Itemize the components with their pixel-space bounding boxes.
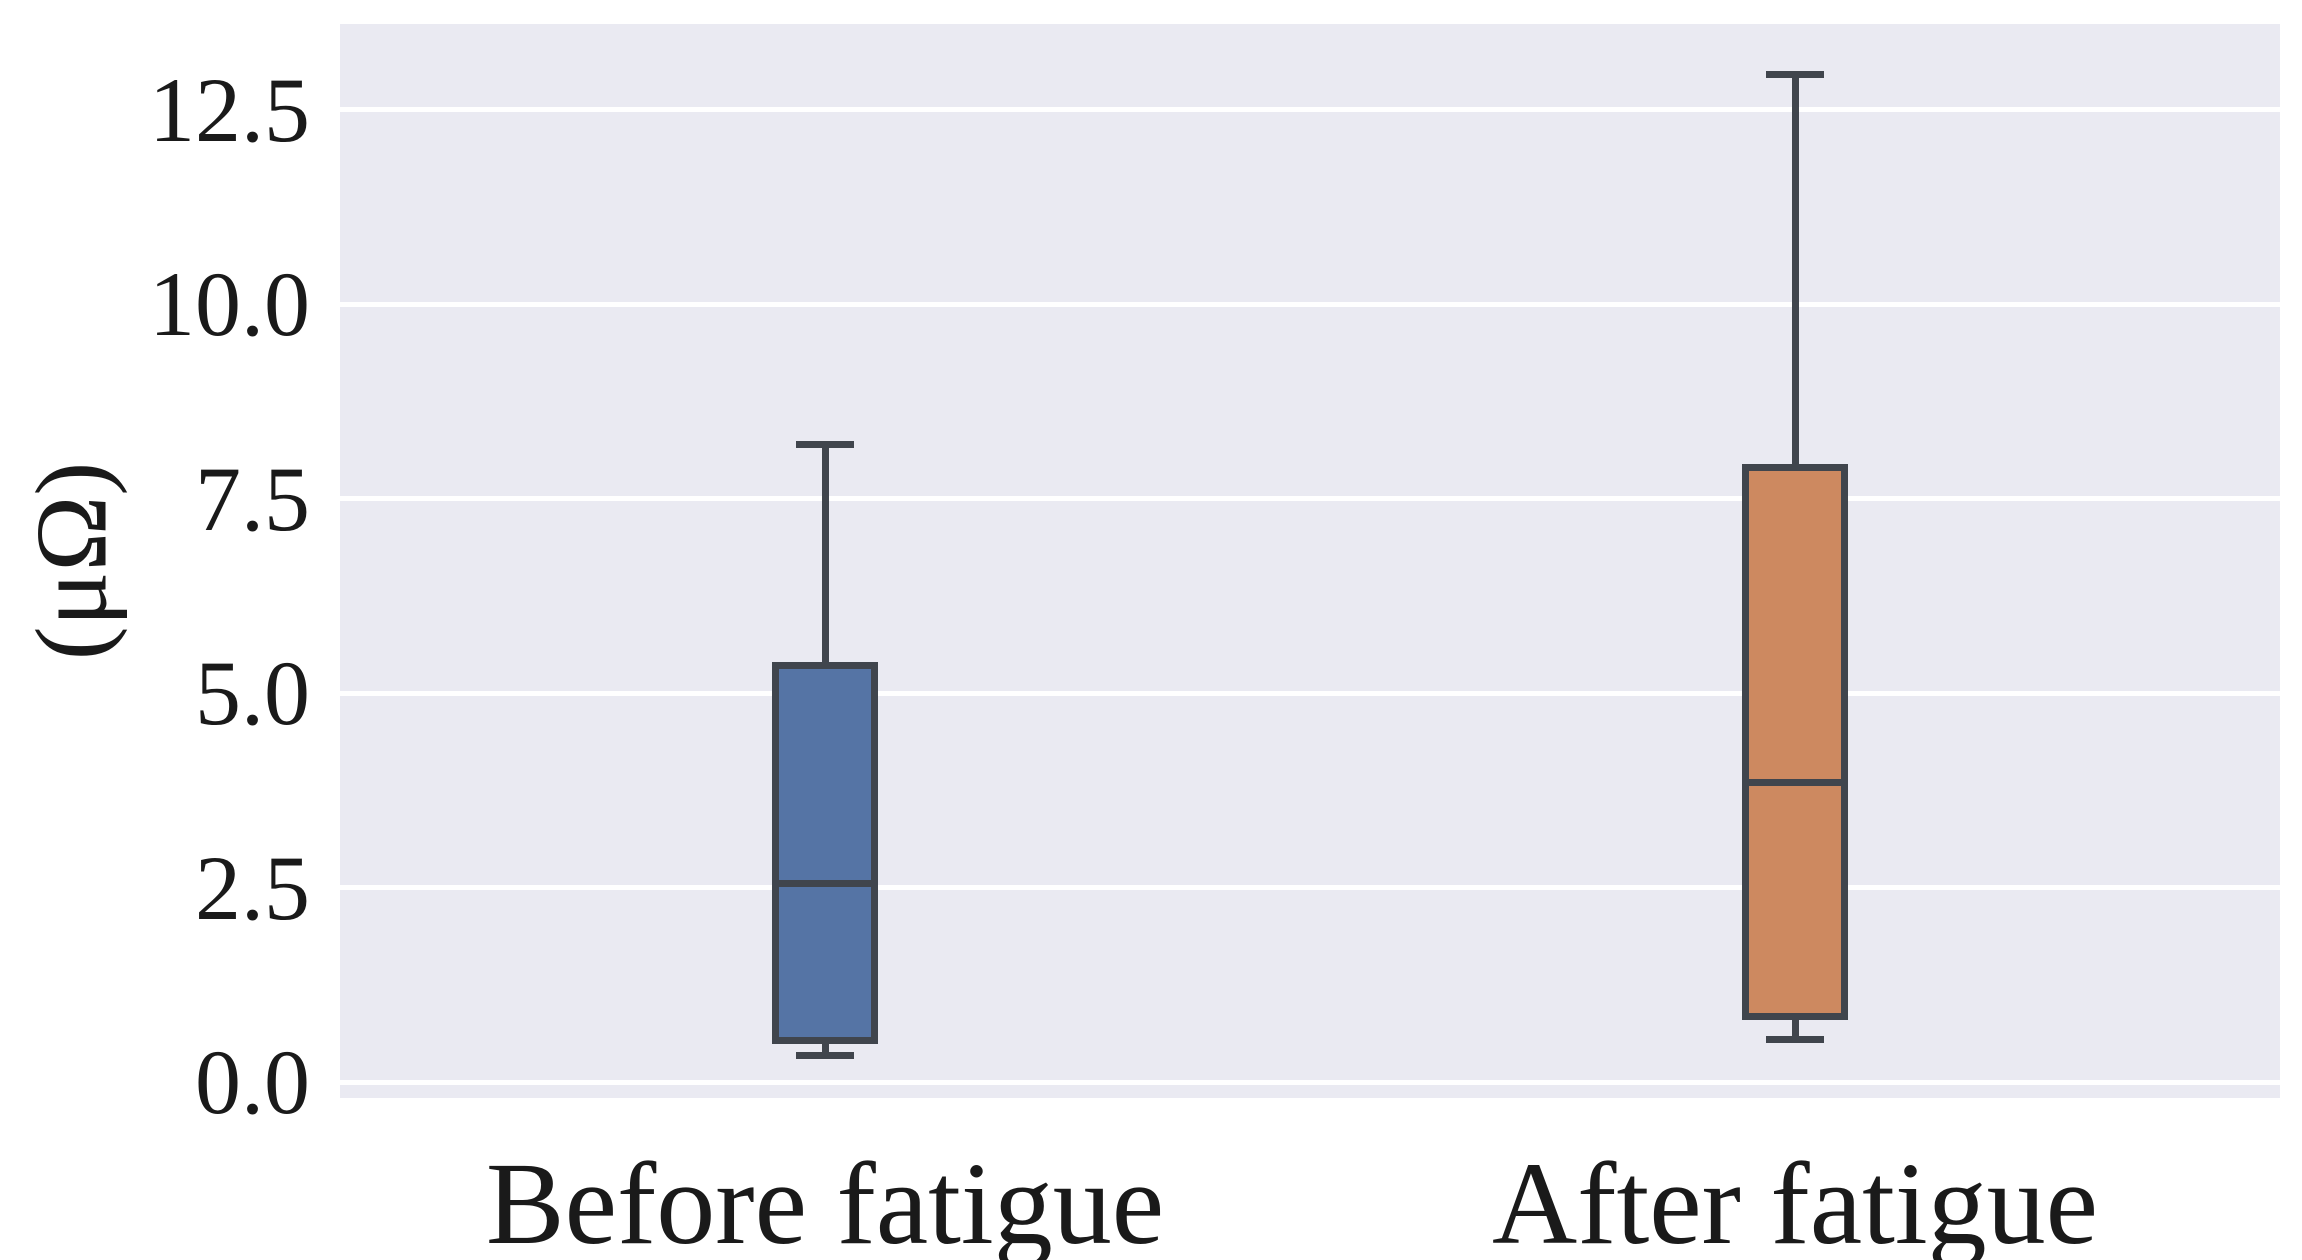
- gridline-y-12.5: [340, 107, 2280, 113]
- y-tick-label-0.0: 0.0: [195, 1031, 310, 1134]
- gridline-y-0.0: [340, 1079, 2280, 1085]
- whisker-top-before-fatigue: [821, 444, 829, 663]
- gridline-y-7.5: [340, 496, 2280, 502]
- median-line-before-fatigue: [772, 880, 878, 888]
- whisker-cap-top-after-fatigue: [1766, 71, 1824, 79]
- plot-area: [340, 24, 2280, 1098]
- y-tick-label-2.5: 2.5: [195, 836, 310, 939]
- gridline-y-10.0: [340, 301, 2280, 307]
- gridline-y-2.5: [340, 885, 2280, 891]
- y-tick-label-7.5: 7.5: [195, 447, 310, 550]
- whisker-bottom-after-fatigue: [1791, 1020, 1799, 1040]
- y-axis-label: (μΩ): [15, 461, 129, 661]
- x-tick-label-before-fatigue: Before fatigue: [485, 1138, 1165, 1260]
- whisker-top-after-fatigue: [1791, 74, 1799, 464]
- whisker-bottom-before-fatigue: [821, 1043, 829, 1056]
- whisker-cap-bottom-after-fatigue: [1766, 1036, 1824, 1044]
- y-tick-label-10.0: 10.0: [149, 253, 310, 356]
- whisker-cap-top-before-fatigue: [796, 440, 854, 448]
- box-before-fatigue: [772, 662, 878, 1044]
- whisker-cap-bottom-before-fatigue: [796, 1051, 854, 1059]
- median-line-after-fatigue: [1742, 779, 1848, 787]
- y-tick-label-5.0: 5.0: [195, 642, 310, 745]
- x-tick-label-after-fatigue: After fatigue: [1491, 1138, 2099, 1260]
- box-after-fatigue: [1742, 463, 1848, 1021]
- y-tick-label-12.5: 12.5: [149, 58, 310, 161]
- gridline-y-5.0: [340, 690, 2280, 696]
